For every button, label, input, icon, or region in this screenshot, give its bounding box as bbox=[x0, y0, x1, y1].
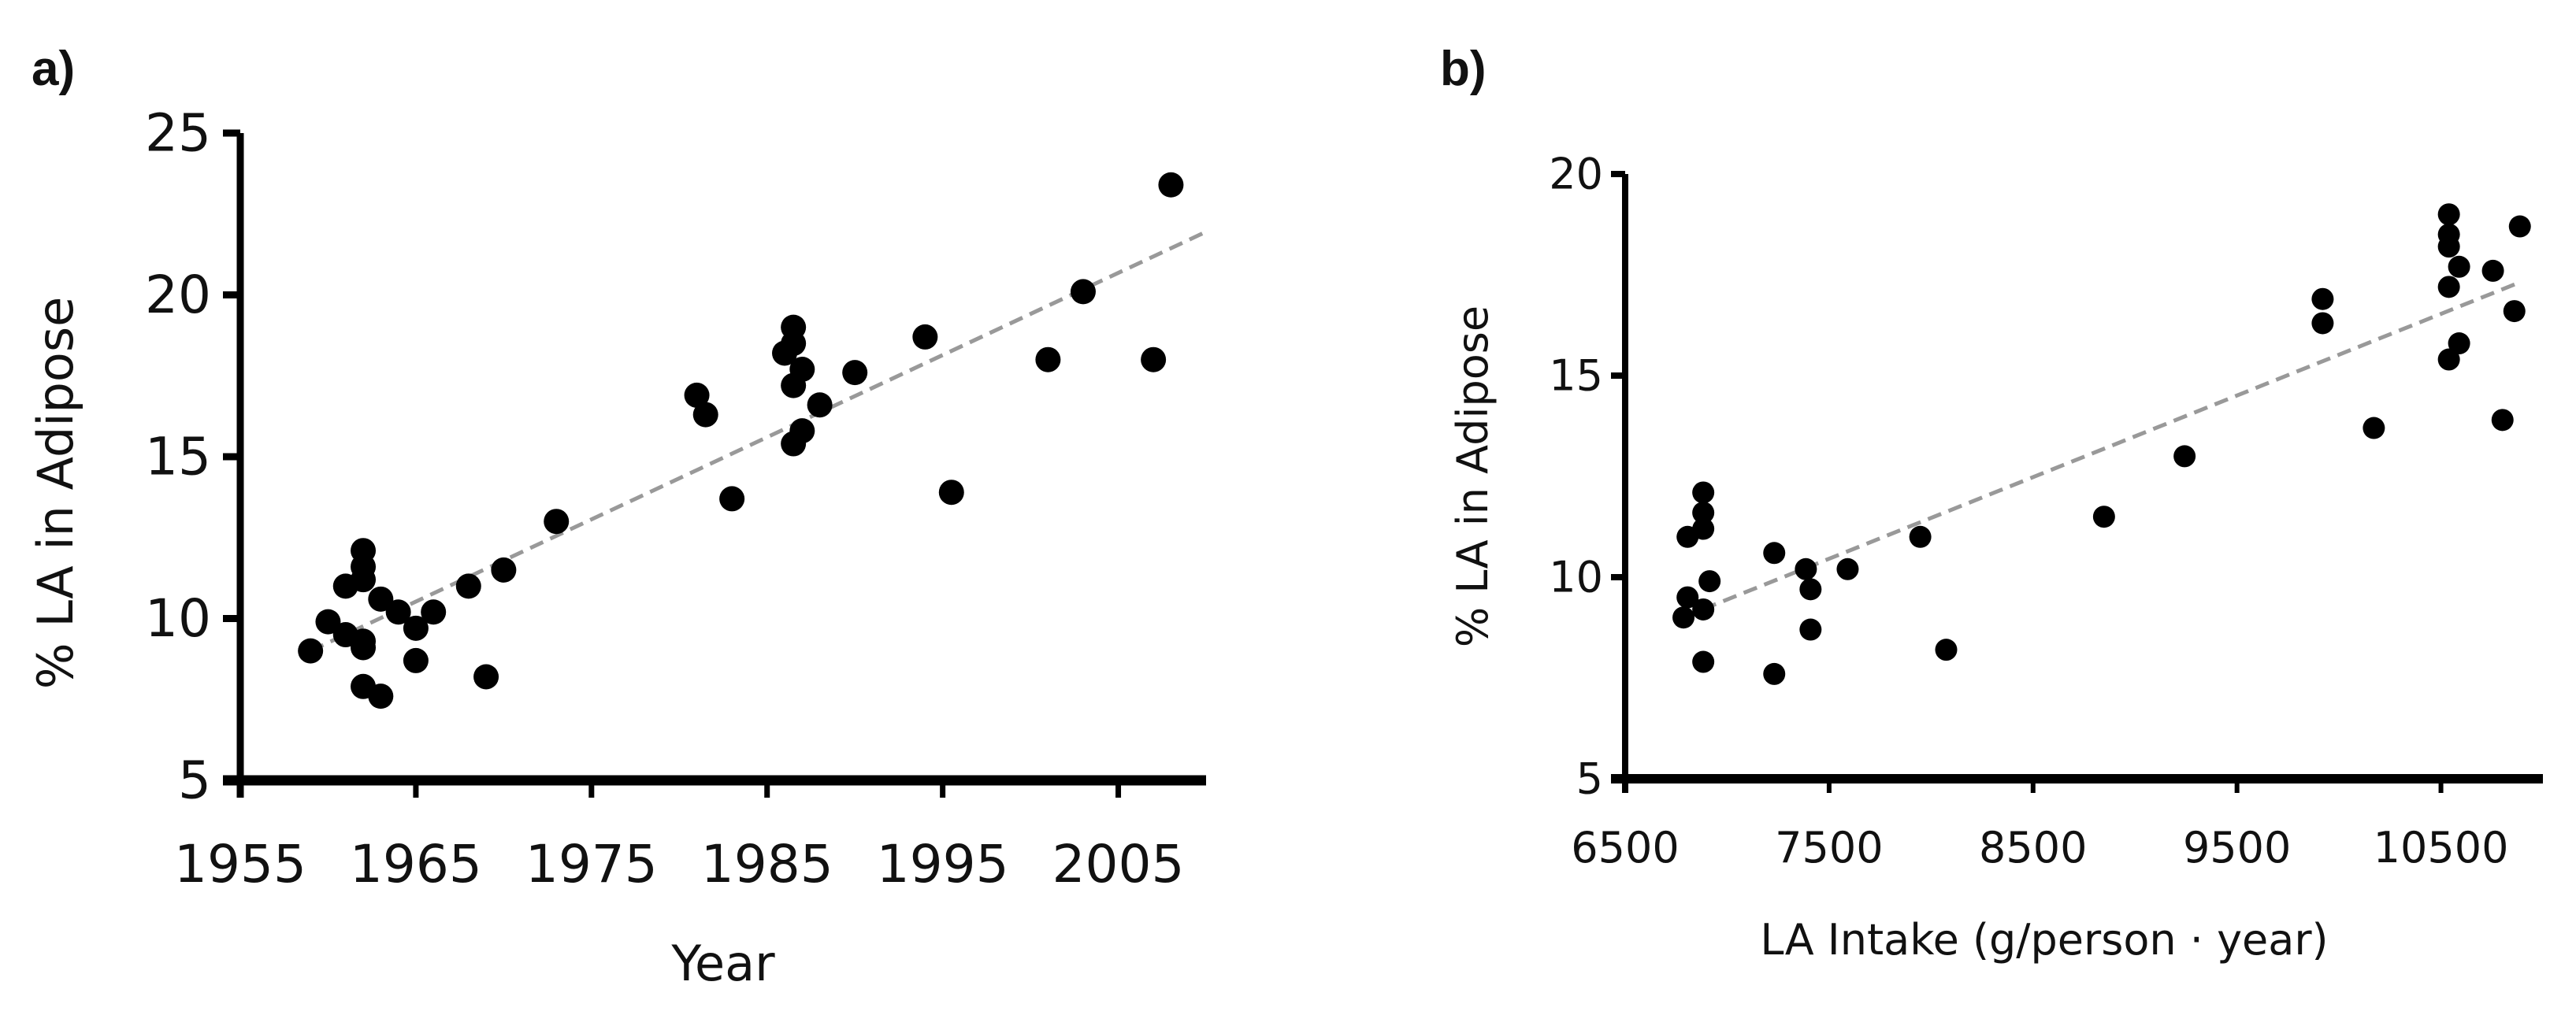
axes-b bbox=[1611, 174, 2543, 793]
x-tick-label: 6500 bbox=[1571, 823, 1679, 872]
data-point bbox=[544, 509, 570, 535]
y-tick-labels-b: 5 10 15 20 bbox=[1549, 150, 1625, 804]
x-tick-label: 1985 bbox=[701, 834, 833, 895]
data-point bbox=[298, 638, 324, 664]
data-point bbox=[2437, 235, 2460, 258]
data-point bbox=[692, 402, 718, 428]
y-tick-labels-a: 5 10 15 20 25 bbox=[145, 103, 240, 811]
data-point bbox=[2437, 203, 2460, 226]
x-tick-labels-b: 6500 7500 8500 9500 10500 bbox=[1571, 779, 2508, 872]
data-point bbox=[1763, 542, 1786, 565]
data-point bbox=[1799, 578, 1822, 601]
axes-a bbox=[223, 133, 1206, 798]
panel-b-scatter-intake: b) 5 10 15 20 6500 7500 8500 9500 10500 LA Inta… bbox=[1440, 42, 2543, 965]
panel-a-scatter-year: a) 5 10 15 20 25 1955 1965 1975 1985 1995 2005 Ye… bbox=[27, 42, 1208, 992]
trendline-b bbox=[1681, 280, 2519, 620]
data-point bbox=[315, 609, 341, 635]
x-tick-label: 7500 bbox=[1775, 823, 1883, 872]
data-point bbox=[1692, 517, 1715, 540]
x-tick-label: 9500 bbox=[2183, 823, 2291, 872]
data-point bbox=[2481, 259, 2504, 282]
x-axis-title-b: LA Intake (g/person · year) bbox=[1760, 915, 2328, 965]
data-point bbox=[2311, 312, 2334, 335]
data-point bbox=[1692, 598, 1715, 620]
y-tick-label: 15 bbox=[145, 427, 211, 487]
data-point bbox=[2491, 409, 2514, 432]
data-point bbox=[1692, 481, 1715, 504]
data-point bbox=[781, 331, 807, 357]
data-point bbox=[2173, 445, 2196, 468]
data-point bbox=[719, 486, 745, 512]
x-tick-label: 8500 bbox=[1979, 823, 2087, 872]
data-point bbox=[789, 357, 815, 383]
data-point bbox=[1158, 172, 1184, 198]
data-point bbox=[1070, 279, 1096, 305]
data-point bbox=[403, 647, 429, 673]
y-tick-label: 20 bbox=[145, 265, 211, 325]
y-tick-label: 20 bbox=[1549, 150, 1603, 199]
data-point bbox=[1692, 502, 1715, 524]
data-point bbox=[2503, 300, 2526, 323]
data-point bbox=[368, 586, 394, 612]
y-axis-title-b: % LA in Adipose bbox=[1448, 306, 1498, 647]
data-point bbox=[912, 324, 938, 350]
x-tick-label: 1975 bbox=[525, 834, 658, 895]
panel-label-b: b) bbox=[1440, 42, 1487, 96]
y-tick-label: 10 bbox=[145, 588, 211, 649]
y-axis-title-a: % LA in Adipose bbox=[27, 297, 84, 690]
y-tick-label: 5 bbox=[1576, 754, 1603, 804]
x-tick-label: 10500 bbox=[2374, 823, 2509, 872]
data-point bbox=[807, 392, 833, 418]
data-point bbox=[1698, 570, 1721, 593]
y-tick-label: 25 bbox=[145, 103, 211, 164]
x-tick-label: 1995 bbox=[877, 834, 1009, 895]
data-point bbox=[351, 567, 377, 593]
data-point bbox=[351, 635, 377, 661]
data-point bbox=[455, 573, 481, 599]
data-point bbox=[2311, 287, 2334, 310]
data-point bbox=[2448, 255, 2470, 278]
x-tick-label: 2005 bbox=[1052, 834, 1185, 895]
data-point bbox=[2437, 348, 2460, 371]
data-point bbox=[789, 418, 815, 444]
trendline-dashed bbox=[1681, 280, 2519, 620]
x-tick-label: 1965 bbox=[350, 834, 482, 895]
data-point bbox=[2363, 417, 2385, 439]
data-point bbox=[2092, 506, 2115, 528]
data-point bbox=[1692, 650, 1715, 673]
data-points-a bbox=[298, 172, 1184, 709]
data-point bbox=[491, 557, 517, 583]
data-point bbox=[1676, 586, 1699, 609]
data-point bbox=[1836, 558, 1859, 580]
data-point bbox=[473, 664, 499, 690]
data-point bbox=[1935, 639, 1958, 661]
y-tick-label: 10 bbox=[1549, 553, 1603, 602]
x-tick-labels-a: 1955 1965 1975 1985 1995 2005 bbox=[174, 780, 1185, 895]
x-tick-label: 1955 bbox=[174, 834, 306, 895]
data-point bbox=[421, 599, 447, 625]
data-point bbox=[1763, 662, 1786, 685]
data-point bbox=[842, 360, 868, 386]
data-point bbox=[368, 683, 394, 709]
data-points-b bbox=[1672, 203, 2531, 685]
data-point bbox=[1035, 346, 1061, 372]
data-point bbox=[1799, 618, 1822, 641]
data-point bbox=[2508, 215, 2531, 238]
y-tick-label: 5 bbox=[178, 750, 211, 811]
data-point bbox=[385, 599, 411, 625]
data-point bbox=[1672, 606, 1695, 629]
data-point bbox=[1795, 558, 1817, 580]
x-axis-title-a: Year bbox=[670, 935, 775, 992]
data-point bbox=[1141, 346, 1167, 372]
data-point bbox=[2448, 332, 2470, 355]
data-point bbox=[684, 382, 710, 408]
data-point bbox=[938, 480, 964, 506]
data-point bbox=[1909, 525, 1932, 548]
panel-label-a: a) bbox=[32, 42, 75, 96]
data-point bbox=[2437, 276, 2460, 298]
y-tick-label: 15 bbox=[1549, 351, 1603, 401]
data-point bbox=[403, 615, 429, 641]
